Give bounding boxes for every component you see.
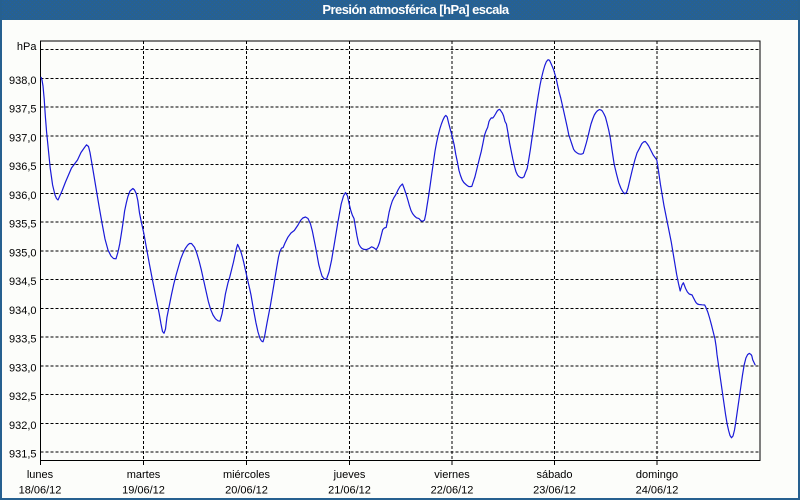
svg-text:19/06/12: 19/06/12 [122,485,165,497]
svg-text:sábado: sábado [536,469,572,481]
svg-text:936,0: 936,0 [9,190,37,202]
svg-text:lunes: lunes [27,469,54,481]
svg-text:martes: martes [127,469,161,481]
svg-text:933,5: 933,5 [9,334,37,346]
svg-text:935,0: 935,0 [9,247,37,259]
svg-text:932,0: 932,0 [9,420,37,432]
svg-text:934,5: 934,5 [9,276,37,288]
svg-text:24/06/12: 24/06/12 [636,485,679,497]
svg-text:domingo: domingo [636,469,678,481]
svg-text:20/06/12: 20/06/12 [225,485,268,497]
svg-text:937,0: 937,0 [9,132,37,144]
svg-text:932,5: 932,5 [9,391,37,403]
svg-text:hPa: hPa [17,41,37,53]
svg-text:935,5: 935,5 [9,219,37,231]
svg-text:21/06/12: 21/06/12 [328,485,371,497]
svg-text:937,5: 937,5 [9,104,37,116]
svg-text:931,5: 931,5 [9,449,37,461]
svg-text:viernes: viernes [434,469,470,481]
svg-text:933,0: 933,0 [9,362,37,374]
svg-text:jueves: jueves [333,469,366,481]
svg-text:miércoles: miércoles [223,469,271,481]
svg-text:22/06/12: 22/06/12 [431,485,474,497]
svg-text:23/06/12: 23/06/12 [533,485,576,497]
svg-text:934,0: 934,0 [9,305,37,317]
svg-text:938,0: 938,0 [9,75,37,87]
svg-text:18/06/12: 18/06/12 [19,485,62,497]
svg-text:936,5: 936,5 [9,161,37,173]
